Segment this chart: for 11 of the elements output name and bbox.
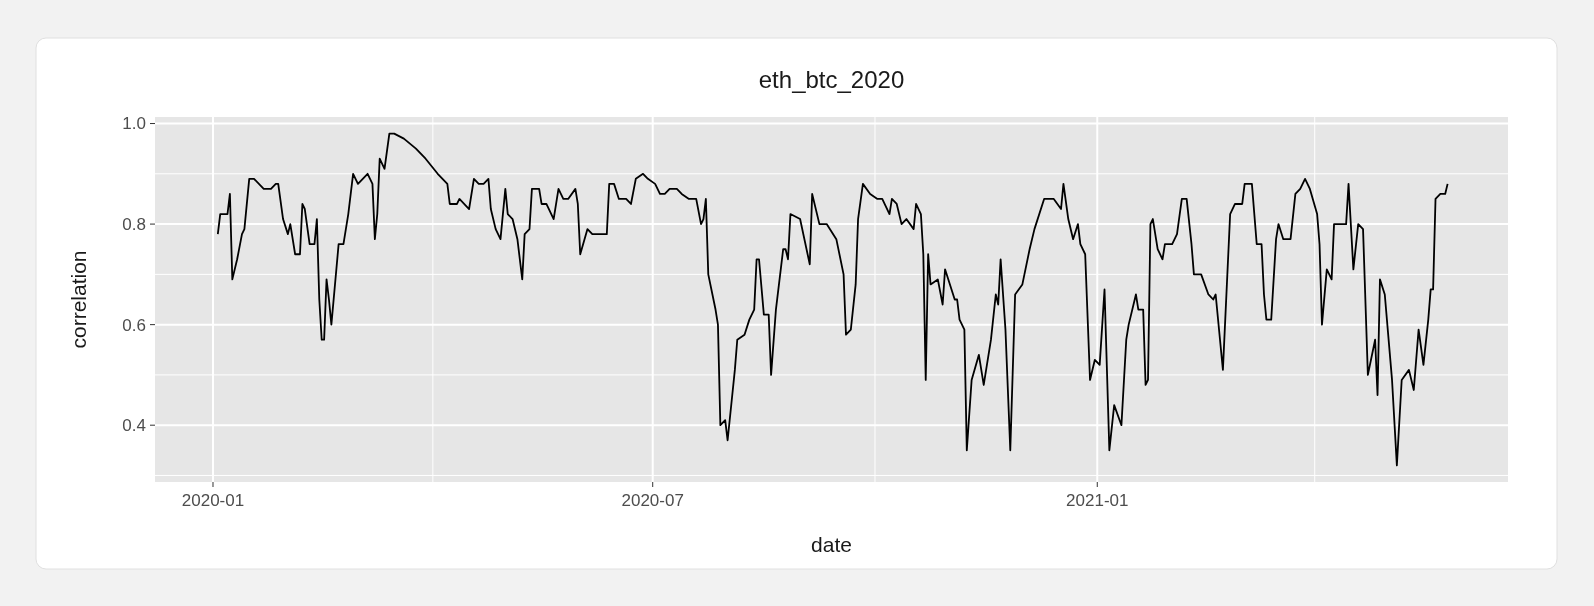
x-tick-label: 2021-01: [1066, 491, 1129, 510]
chart-title: eth_btc_2020: [758, 66, 905, 93]
x-tick-label: 2020-07: [621, 491, 684, 510]
x-tick-label: 2020-01: [181, 491, 245, 510]
line-series: [216, 132, 1449, 467]
y-tick-label: 0.4: [122, 416, 146, 436]
y-tick-label: 1.0: [122, 114, 146, 134]
y-tick-label: 0.6: [122, 315, 146, 335]
y-axis-title: correlation: [67, 250, 90, 349]
x-axis-title: date: [811, 533, 852, 556]
y-tick-label: 0.8: [122, 215, 146, 235]
